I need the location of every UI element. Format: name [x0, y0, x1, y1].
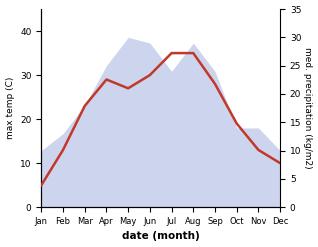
Y-axis label: med. precipitation (kg/m2): med. precipitation (kg/m2)	[303, 47, 313, 169]
X-axis label: date (month): date (month)	[122, 231, 200, 242]
Y-axis label: max temp (C): max temp (C)	[5, 77, 15, 139]
